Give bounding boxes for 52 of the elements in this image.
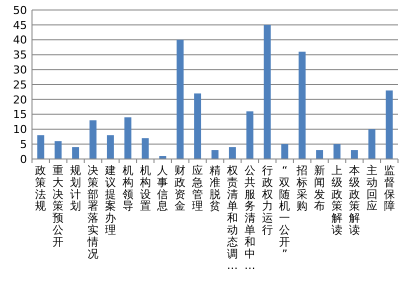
bar <box>298 52 306 159</box>
bar <box>212 150 218 159</box>
bar <box>90 120 96 159</box>
x-tick-label: 建议提案办理 <box>104 164 116 236</box>
x-tick-label: 行政权力运行 <box>260 164 273 236</box>
bar <box>334 144 340 159</box>
y-tick-label: 5 <box>20 138 27 151</box>
x-tick-label: 重大决策预公开 <box>52 164 64 248</box>
x-tick-label: 财政资金 <box>174 164 186 213</box>
y-tick-label: 35 <box>13 48 27 62</box>
bar <box>228 147 236 159</box>
bar <box>316 150 324 159</box>
y-tick-label: 10 <box>13 123 27 136</box>
x-tick-label: “双随机一公开” <box>279 164 290 260</box>
bar <box>37 135 44 159</box>
category-label: 公共服务清单和中… <box>244 164 256 272</box>
category-label: 权责清单和动态调… <box>226 164 238 272</box>
y-tick-label: 30 <box>13 63 27 76</box>
y-tick-label: 45 <box>13 18 27 32</box>
bar <box>54 141 62 159</box>
x-tick-label: 政策法规 <box>35 164 46 213</box>
y-tick-label: 25 <box>13 78 27 92</box>
x-tick-label: 上级政策解读 <box>332 164 342 236</box>
x-tick-label: 机构领导 <box>121 164 134 213</box>
x-tick-label: 决策部署落实情况 <box>86 164 98 260</box>
x-tick-label: 规划计划 <box>70 164 82 213</box>
x-tick-label: 本级政策解读 <box>348 164 360 236</box>
bar <box>72 147 80 159</box>
x-tick-label: 监督保障 <box>384 164 395 213</box>
x-tick-label: 主动回应 <box>366 164 378 213</box>
x-tick-label: 新闻发布 <box>314 164 326 213</box>
y-tick-label: 50 <box>13 4 27 17</box>
y-tick-label: 40 <box>13 34 27 47</box>
x-tick-label: 机构设置 <box>138 164 151 213</box>
y-tick-label: 15 <box>13 108 27 122</box>
bar <box>350 150 358 159</box>
bar <box>106 135 114 159</box>
bar <box>194 93 202 159</box>
bar <box>176 40 184 159</box>
bar <box>124 117 132 159</box>
x-tick-label: 精准脱贫 <box>210 164 220 213</box>
x-tick-label: 应急管理 <box>191 164 204 213</box>
bar <box>368 129 376 159</box>
x-tick-label: 招标采购 <box>296 164 308 213</box>
bar <box>142 138 149 159</box>
bar <box>264 24 271 159</box>
bar <box>386 90 393 159</box>
bar <box>281 144 288 159</box>
y-tick-label: 0 <box>20 152 27 166</box>
bar <box>246 111 254 159</box>
y-tick-label: 20 <box>13 93 27 106</box>
x-tick-label: 人事信息 <box>156 164 168 213</box>
